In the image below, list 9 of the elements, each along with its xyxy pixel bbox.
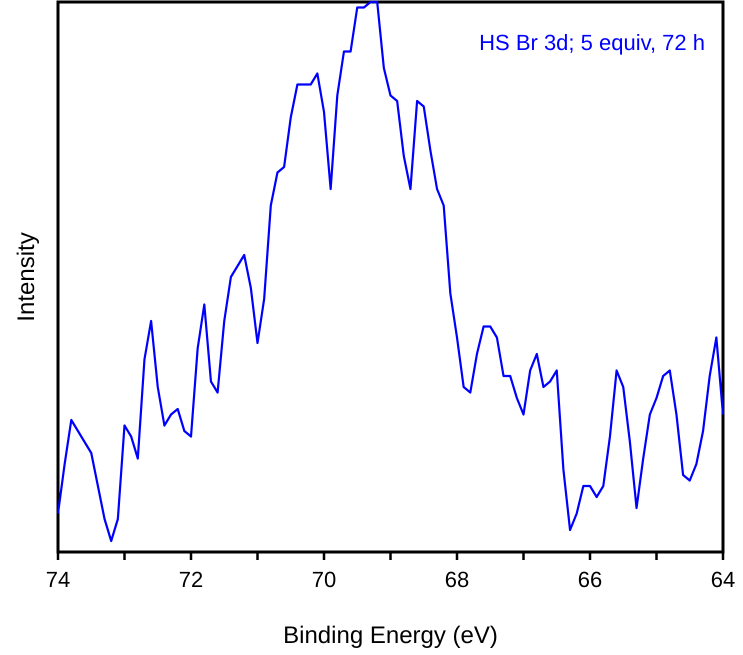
x-tick-label: 68 bbox=[444, 567, 470, 592]
x-tick-label: 66 bbox=[578, 567, 602, 592]
x-tick-label: 72 bbox=[178, 567, 204, 592]
y-axis-title: Intensity bbox=[13, 232, 40, 322]
x-tick-label: 70 bbox=[312, 567, 336, 592]
text: HS Br 3d; 5 equiv, 72 h bbox=[479, 30, 705, 55]
x-tick-label: 64 bbox=[710, 567, 736, 592]
x-tick-label: 74 bbox=[46, 567, 70, 592]
x-axis-title: Binding Energy (eV) bbox=[283, 622, 498, 649]
